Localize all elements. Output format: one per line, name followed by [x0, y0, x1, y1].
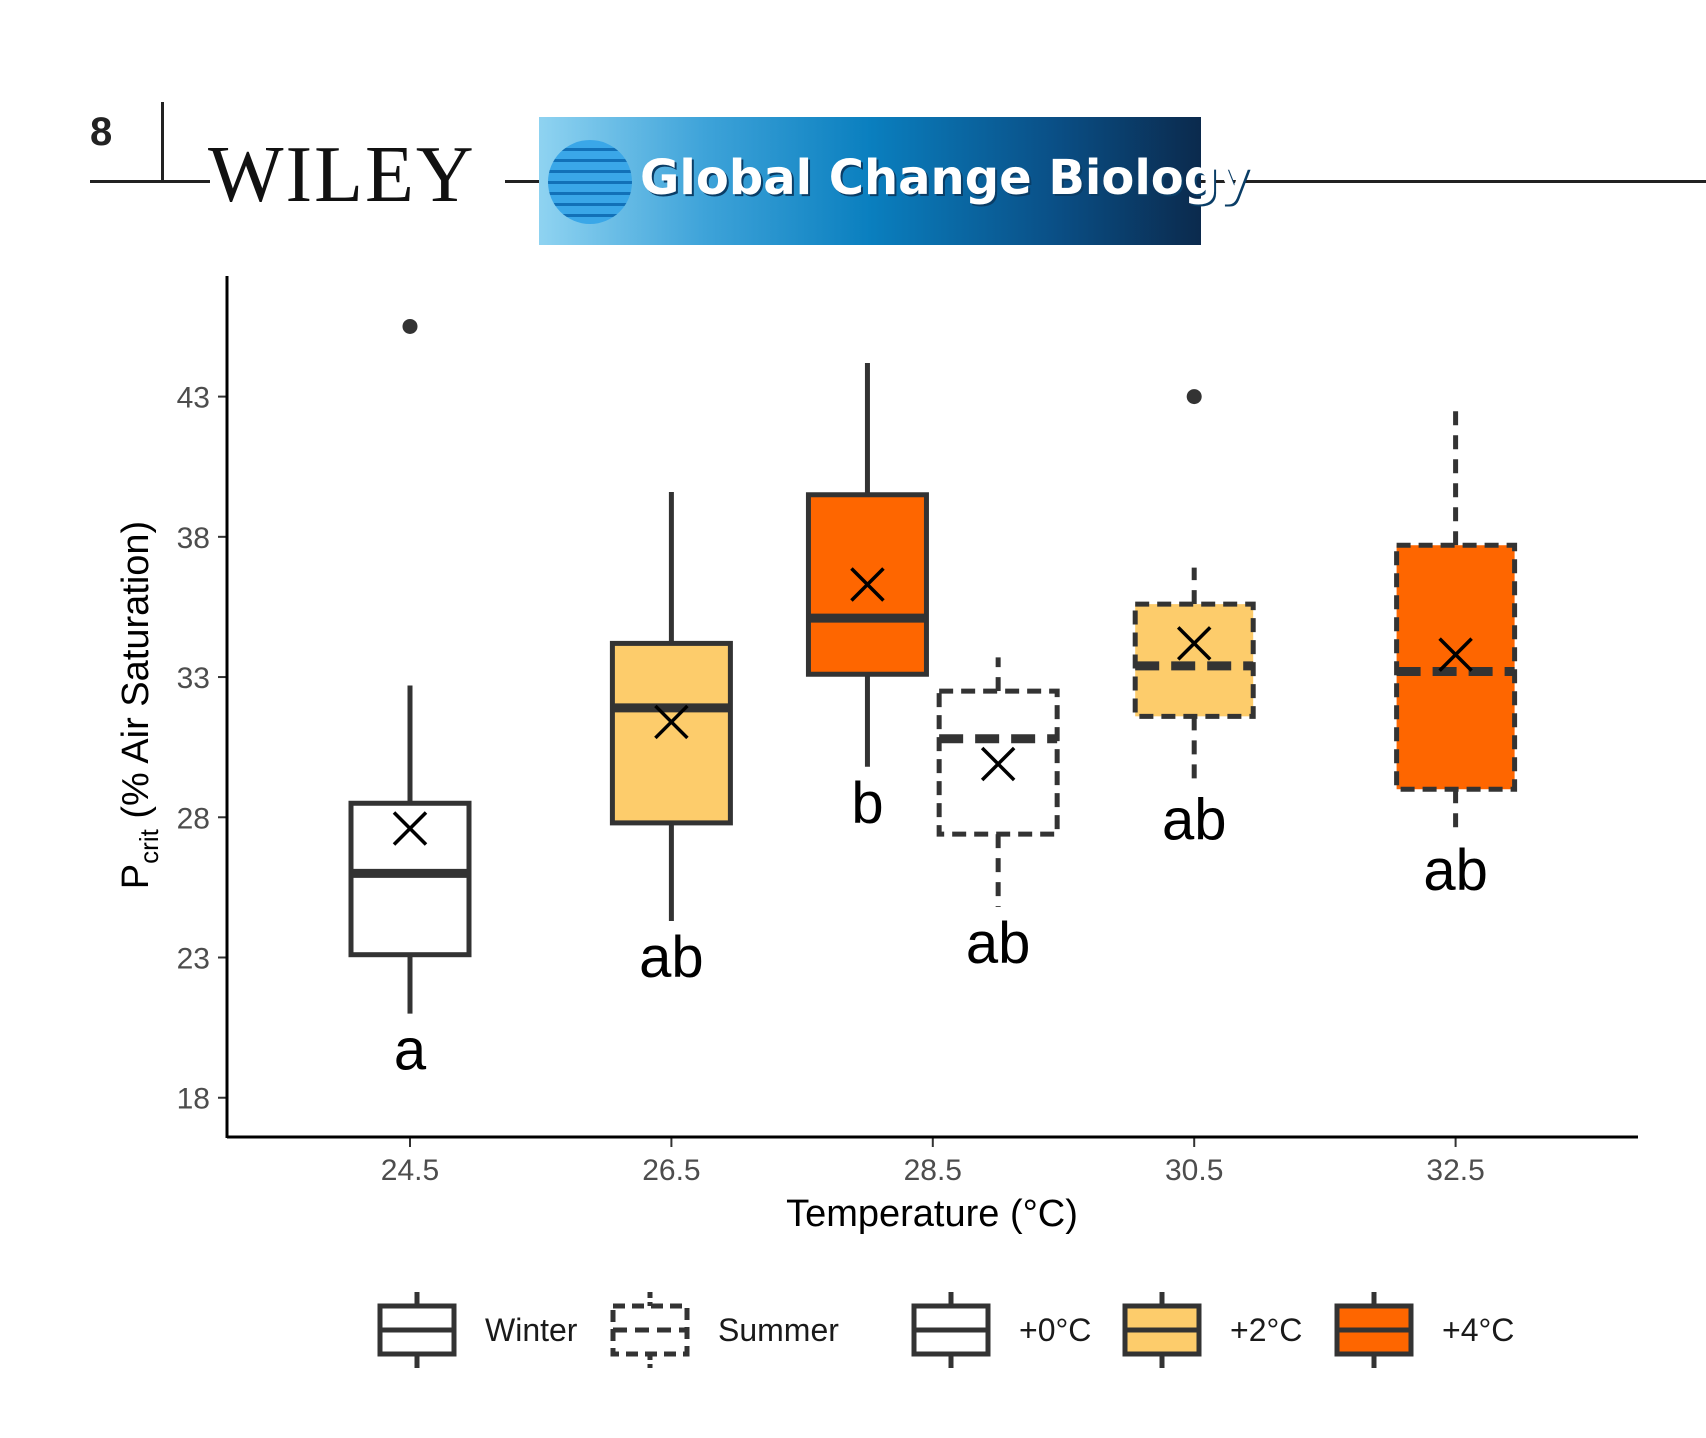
significance-letter: ab	[1162, 788, 1227, 853]
globe-icon	[548, 140, 632, 224]
mean-marker	[1438, 637, 1473, 672]
box-summer-2c: ab	[1132, 389, 1256, 853]
y-tick-label: 23	[177, 943, 210, 976]
x-tick-label: 24.5	[381, 1154, 439, 1187]
legend-item-2c: +2°C	[1122, 1292, 1302, 1368]
x-tick-label: 30.5	[1165, 1154, 1223, 1187]
page-number: 8	[90, 110, 113, 154]
legend-label: Summer	[718, 1312, 839, 1348]
box-summer-4c: ab	[1394, 407, 1518, 903]
mean-marker	[392, 811, 428, 846]
significance-letter: ab	[1423, 838, 1488, 903]
mean-marker	[1176, 626, 1212, 661]
header-vertical-rule	[161, 102, 164, 182]
y-tick-label: 38	[177, 522, 210, 555]
publisher-logo: WILEY	[208, 131, 476, 219]
mean-marker	[850, 567, 885, 602]
significance-letter: ab	[966, 911, 1031, 976]
y-axis-title-rest: (% Air Saturation)	[115, 521, 157, 829]
legend: Winter Summer +0°C +2°C +4°C	[377, 1292, 1514, 1368]
y-tick-label: 33	[177, 662, 210, 695]
y-axis-title-main: P	[115, 864, 157, 889]
axes	[225, 276, 1638, 1139]
mean-marker	[980, 746, 1016, 782]
y-tick-label: 43	[177, 382, 210, 415]
journal-title: Global Change Biology	[640, 150, 1250, 206]
legend-item-4c: +4°C	[1334, 1292, 1514, 1368]
legend-item-summer: Summer	[610, 1292, 839, 1368]
box-body	[1132, 601, 1256, 719]
y-tick-label: 28	[177, 802, 210, 835]
y-axis-title-subscript: crit	[134, 828, 164, 863]
legend-label: +4°C	[1442, 1312, 1514, 1348]
x-tick-label: 26.5	[642, 1154, 700, 1187]
significance-letter: b	[851, 771, 883, 836]
header-rule	[1201, 180, 1706, 183]
journal-banner	[539, 117, 1201, 245]
legend-label: Winter	[485, 1312, 578, 1348]
y-tick-label: 18	[177, 1083, 210, 1116]
legend-label: +0°C	[1019, 1312, 1091, 1348]
box-winter-2c: ab	[609, 491, 733, 990]
legend-item-winter: Winter	[377, 1292, 578, 1368]
legend-label: +2°C	[1230, 1312, 1302, 1348]
x-tick-label: 28.5	[904, 1154, 962, 1187]
y-axis-ticks: 18 23 28 33 38 43 24.5 26.5 28.5 30.5 32.5	[177, 382, 1485, 1187]
y-axis-title: Pcrit (% Air Saturation)	[115, 521, 164, 889]
header-rule	[505, 180, 539, 183]
boxes-layer: a ab b ab ab ab	[348, 318, 1518, 1083]
x-tick-label: 32.5	[1426, 1154, 1484, 1187]
outlier-point	[1186, 389, 1202, 405]
outlier-point	[402, 318, 418, 334]
box-winter-4c: b	[805, 362, 929, 836]
significance-letter: ab	[639, 925, 704, 990]
significance-letter: a	[394, 1018, 427, 1083]
box-body	[348, 800, 472, 958]
box-summer-0c: ab	[936, 657, 1060, 976]
header-rule	[90, 180, 210, 183]
x-axis-title: Temperature (°C)	[786, 1193, 1078, 1235]
page-header: 8 WILEY Global Change Biology	[0, 0, 1706, 260]
mean-marker	[654, 704, 689, 740]
box-winter-0c: a	[348, 318, 472, 1083]
legend-item-0c: +0°C	[911, 1292, 1091, 1368]
box-body	[609, 640, 733, 826]
